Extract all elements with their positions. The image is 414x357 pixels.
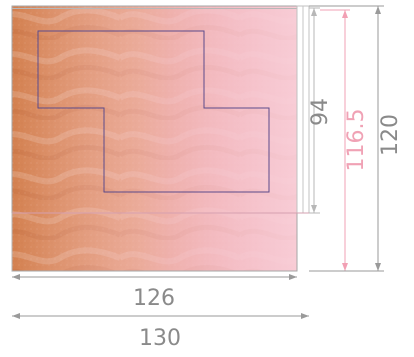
dim-arrow-116-5-bottom (342, 263, 348, 271)
pink-fade-overlay (12, 6, 297, 271)
bottom-dimensions: 126 130 (12, 274, 309, 351)
dim-arrow-94-bottom (311, 205, 317, 213)
dim-label-120: 120 (378, 114, 403, 156)
dim-arrow-126-left (12, 274, 20, 280)
sand-image-panel (12, 6, 297, 271)
dim-label-116-5: 116.5 (344, 109, 369, 172)
dim-arrow-116-5-top (342, 10, 348, 18)
dim-arrow-130-right (301, 313, 309, 319)
dim-arrow-94-top (311, 8, 317, 16)
dim-arrow-120-top (375, 6, 381, 14)
dim-label-126: 126 (133, 286, 175, 311)
dim-arrow-130-left (12, 313, 20, 319)
dim-label-130: 130 (139, 326, 181, 351)
stepped-outline (37, 30, 270, 193)
dim-label-94: 94 (308, 98, 333, 126)
dim-arrow-126-right (289, 274, 297, 280)
dim-arrow-120-bottom (375, 263, 381, 271)
right-dimensions: 94 116.5 120 (308, 5, 403, 272)
